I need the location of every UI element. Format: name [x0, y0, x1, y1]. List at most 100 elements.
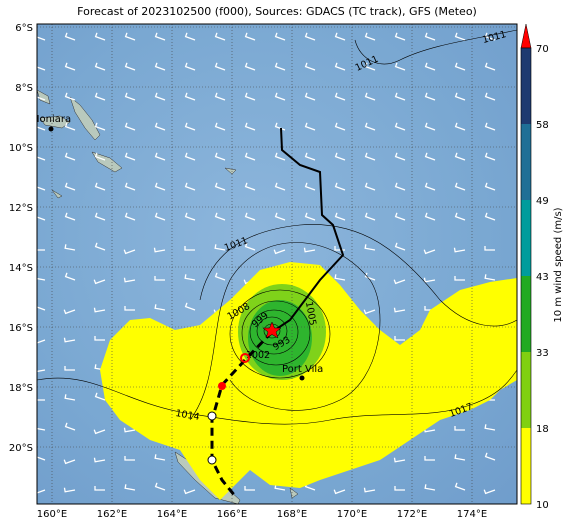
lat-tick-label: 18°S	[9, 383, 33, 394]
wind-barb	[334, 62, 346, 71]
wind-barb	[304, 212, 316, 221]
wind-barb	[94, 122, 106, 131]
observed-track	[271, 127, 345, 333]
wind-barb	[64, 212, 76, 221]
wind-barb	[394, 92, 406, 101]
wind-barb	[484, 152, 496, 161]
storm-position	[262, 321, 282, 339]
wind-barb	[424, 456, 435, 461]
wind-barb	[454, 276, 465, 281]
wind-barb	[274, 32, 286, 41]
lon-tick-label: 166°E	[217, 509, 247, 520]
colorbar-tick-label: 33	[536, 348, 549, 359]
wind-barb	[424, 32, 436, 41]
wind-barb	[334, 92, 346, 101]
wind-barb	[454, 426, 465, 431]
wind-barb	[184, 122, 196, 131]
wind-barb	[37, 122, 46, 131]
wind-barb	[363, 309, 376, 315]
wind-barb	[244, 152, 256, 161]
wind-barb	[244, 242, 256, 251]
colorbar-tick-label: 10	[536, 500, 549, 511]
wind-barb	[274, 182, 286, 191]
colorbar-tick-label: 43	[536, 272, 549, 283]
wind-barb	[64, 152, 76, 161]
wind-barb	[454, 32, 466, 41]
wind-barb	[184, 246, 195, 251]
wind-barb	[124, 32, 136, 41]
wind-barb	[484, 62, 496, 71]
wind-barb	[454, 212, 466, 221]
wind-barb	[453, 247, 466, 253]
wind-barb	[454, 482, 466, 491]
wind-barb	[364, 272, 376, 281]
place-label: Honiara	[32, 114, 71, 125]
wind-barb	[37, 32, 46, 41]
wind-barb	[184, 152, 196, 161]
wind-barb	[364, 152, 376, 161]
wind-barb	[153, 247, 166, 253]
colorbar: 10 18 33 43 49 58 70	[520, 23, 549, 511]
wind-barb	[63, 487, 76, 493]
wind-barb	[424, 122, 436, 131]
lon-tick-label: 172°E	[397, 509, 427, 520]
wind-barb	[64, 366, 75, 371]
wind-barb	[37, 62, 46, 71]
wind-barb	[364, 62, 376, 71]
wind-barb	[484, 246, 495, 251]
wind-barb	[124, 212, 136, 221]
wind-barb	[484, 452, 496, 461]
wind-barb	[394, 242, 406, 251]
wind-barb	[214, 32, 226, 41]
wind-barb	[424, 152, 436, 161]
wind-barb	[364, 182, 376, 191]
wind-barb	[334, 212, 346, 221]
wind-barb	[364, 32, 376, 41]
wind-barb	[64, 92, 76, 101]
wind-barb	[183, 489, 196, 495]
map-frame	[36, 23, 518, 505]
wind-barb	[214, 272, 226, 281]
wind-barb	[454, 122, 466, 131]
wind-barb	[124, 152, 136, 161]
wind-barb	[63, 337, 76, 343]
place-label: Port Vila	[282, 364, 323, 375]
wind-barb	[184, 182, 196, 191]
wind-barb	[394, 336, 405, 341]
colorbar-frame	[520, 47, 532, 505]
wind-barb	[424, 212, 436, 221]
wind-barb	[394, 152, 406, 161]
wind-barb	[273, 249, 286, 255]
wind-barb	[274, 484, 286, 491]
wind-barb	[37, 152, 46, 161]
wind-barb	[334, 182, 346, 191]
wind-barb	[393, 457, 406, 463]
lat-tick-label: 20°S	[9, 443, 33, 454]
wind-barb	[304, 122, 316, 131]
wind-barb	[244, 92, 256, 101]
wind-barb	[184, 92, 196, 101]
wind-barb	[37, 452, 46, 461]
wind-barb	[64, 62, 76, 71]
wind-barb	[94, 62, 106, 71]
lon-tick-label: 160°E	[37, 509, 67, 520]
wind-barb	[64, 122, 76, 131]
wind-barb	[274, 62, 286, 71]
wind-barb	[93, 307, 106, 313]
lat-tick-label: 14°S	[9, 263, 33, 274]
wind-barb	[393, 307, 406, 313]
wind-barb	[37, 182, 46, 191]
wind-barb	[424, 182, 436, 191]
wind-barb	[214, 212, 226, 221]
wind-barb	[364, 212, 376, 221]
wind-barb	[64, 394, 76, 401]
wind-barb	[37, 369, 46, 373]
isobar-label: 1005	[303, 301, 318, 327]
wind-barb	[154, 212, 166, 221]
wind-barb	[214, 244, 226, 251]
wind-barb	[154, 182, 166, 191]
wind-barb	[364, 244, 376, 251]
colorbar-segment	[521, 124, 531, 200]
wind-barb	[454, 182, 466, 191]
wind-barb	[214, 122, 226, 131]
